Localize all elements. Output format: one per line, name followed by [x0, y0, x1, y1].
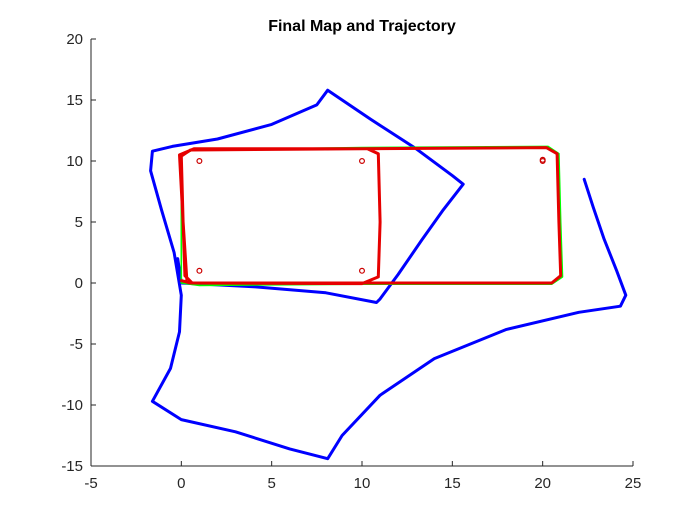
- axis-layer: -5 0 5 10 15 20 25 -15 -10 -5 0 5 10 15 20: [61, 31, 641, 492]
- landmark-marker-5: [359, 267, 366, 274]
- y-tick-label: 0: [75, 275, 83, 292]
- series-0-line: [149, 88, 628, 461]
- y-tick-label: 10: [66, 153, 83, 170]
- x-tick-label: 25: [625, 475, 642, 492]
- x-tick-label: 10: [354, 475, 371, 492]
- series-layer: [149, 88, 628, 461]
- y-tick-label: 5: [75, 214, 83, 231]
- y-tick-label: 15: [66, 92, 83, 109]
- landmark-marker-0: [196, 158, 203, 165]
- y-tick-label: -15: [61, 458, 83, 475]
- y-tick-label: -5: [70, 336, 83, 353]
- y-tick-label: 20: [66, 31, 83, 48]
- x-tick-label: 20: [534, 475, 551, 492]
- x-tick-label: 5: [267, 475, 275, 492]
- landmark-marker-4: [196, 267, 203, 274]
- x-tick-label: -5: [84, 475, 97, 492]
- landmark-marker-1: [359, 158, 366, 165]
- plot-axes: -5 0 5 10 15 20 25 -15 -10 -5 0 5 10 15 20: [61, 31, 641, 492]
- x-tick-label: 15: [444, 475, 461, 492]
- x-tick-label: 0: [177, 475, 185, 492]
- landmark-marker-3: [539, 156, 546, 163]
- chart-title: Final Map and Trajectory: [268, 18, 456, 35]
- y-tick-label: -10: [61, 397, 83, 414]
- series-3-markers: [196, 156, 546, 274]
- series-2-line: [178, 146, 563, 286]
